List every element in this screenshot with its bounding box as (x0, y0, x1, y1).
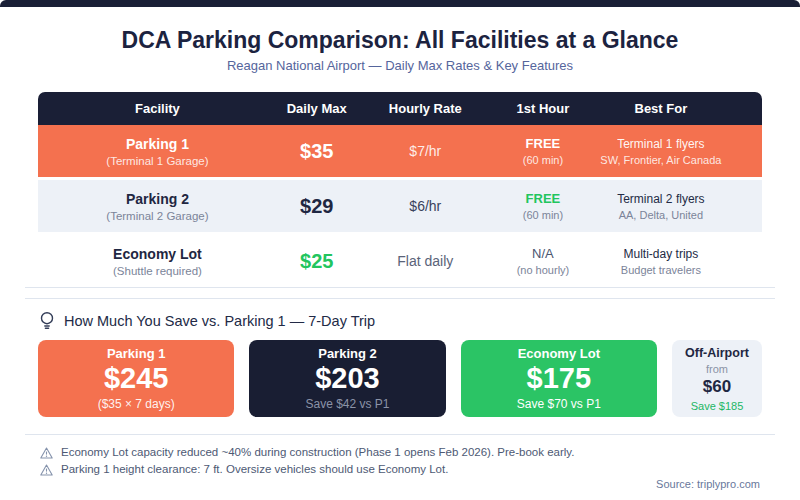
divider (25, 434, 775, 435)
first-hour-value: FREE (526, 191, 561, 206)
facility-sub: (Terminal 1 Garage) (106, 155, 208, 167)
table-header-row: Facility Daily Max Hourly Rate 1st Hour … (38, 92, 762, 125)
warning-icon (40, 447, 53, 459)
savings-card-parking-1: Parking 1 $245 ($35 × 7 days) (38, 340, 234, 417)
note-parking-1: Parking 1 height clearance: 7 ft. Oversi… (40, 462, 760, 477)
best-for-value: Multi-day trips (624, 247, 699, 261)
table-row-parking-1: Parking 1 (Terminal 1 Garage) $35 $7/hr … (38, 125, 762, 177)
card-sub: Save $70 vs P1 (517, 397, 601, 411)
card-sub: ($35 × 7 days) (98, 397, 175, 411)
first-hour-sub: (no hourly) (517, 264, 570, 276)
first-hour-value: FREE (526, 136, 561, 151)
table-row-economy-lot: Economy Lot (Shuttle required) $25 Flat … (38, 232, 762, 287)
card-pre: from (706, 363, 728, 375)
savings-card-parking-2: Parking 2 $203 Save $42 vs P1 (249, 340, 445, 417)
warning-icon (40, 464, 53, 476)
first-hour-sub: (60 min) (523, 209, 563, 221)
column-header-best-for: Best For (592, 101, 762, 116)
savings-card-economy-lot: Economy Lot $175 Save $70 vs P1 (461, 340, 657, 417)
daily-max-value: $29 (300, 195, 333, 218)
note-economy-lot: Economy Lot capacity reduced ~40% during… (40, 445, 760, 460)
best-for-sub: AA, Delta, United (619, 209, 703, 221)
savings-card-off-airport: Off-Airport from $60 Save $185 (672, 340, 762, 417)
facility-name: Parking 1 (126, 136, 189, 152)
table-row-parking-2: Parking 2 (Terminal 2 Garage) $29 $6/hr … (38, 177, 762, 232)
hourly-rate-value: $6/hr (409, 198, 441, 214)
card-title: Off-Airport (685, 346, 749, 360)
savings-heading: How Much You Save vs. Parking 1 — 7-Day … (40, 311, 760, 331)
hourly-rate-value: Flat daily (397, 253, 453, 269)
column-header-1st-hour: 1st Hour (494, 101, 592, 116)
column-header-daily-max: Daily Max (277, 101, 357, 116)
column-header-facility: Facility (38, 101, 277, 116)
best-for-value: Terminal 1 flyers (617, 137, 704, 151)
card-value: $245 (104, 363, 169, 394)
facility-sub: (Shuttle required) (113, 265, 202, 277)
note-text: Economy Lot capacity reduced ~40% during… (61, 445, 574, 460)
accent-bar (0, 0, 800, 7)
card-value: $203 (315, 363, 380, 394)
lightbulb-icon (40, 311, 54, 331)
card-title: Parking 2 (318, 346, 377, 361)
comparison-table: Facility Daily Max Hourly Rate 1st Hour … (38, 92, 762, 287)
facility-name: Parking 2 (126, 191, 189, 207)
column-header-hourly-rate: Hourly Rate (357, 101, 495, 116)
first-hour-sub: (60 min) (523, 154, 563, 166)
note-text: Parking 1 height clearance: 7 ft. Oversi… (61, 462, 448, 477)
source-attribution: Source: triplypro.com (40, 478, 760, 490)
card-value: $175 (527, 363, 592, 394)
best-for-sub: SW, Frontier, Air Canada (600, 154, 721, 166)
divider (25, 298, 775, 299)
card-sub: Save $42 vs P1 (305, 397, 389, 411)
daily-max-value: $25 (300, 250, 333, 273)
page-title: DCA Parking Comparison: All Facilities a… (0, 27, 800, 53)
footnotes: Economy Lot capacity reduced ~40% during… (40, 445, 760, 477)
daily-max-value: $35 (300, 140, 333, 163)
savings-heading-text: How Much You Save vs. Parking 1 — 7-Day … (64, 313, 375, 329)
facility-sub: (Terminal 2 Garage) (106, 210, 208, 222)
card-value: $60 (703, 377, 731, 397)
card-title: Economy Lot (518, 346, 600, 361)
hourly-rate-value: $7/hr (409, 143, 441, 159)
divider (25, 287, 775, 288)
facility-name: Economy Lot (113, 246, 202, 262)
card-title: Parking 1 (107, 346, 166, 361)
best-for-value: Terminal 2 flyers (617, 192, 704, 206)
savings-cards: Parking 1 $245 ($35 × 7 days) Parking 2 … (38, 340, 762, 417)
best-for-sub: Budget travelers (621, 264, 701, 276)
page-subtitle: Reagan National Airport — Daily Max Rate… (0, 59, 800, 73)
first-hour-value: N/A (532, 246, 554, 261)
card-sub: Save $185 (691, 400, 744, 412)
